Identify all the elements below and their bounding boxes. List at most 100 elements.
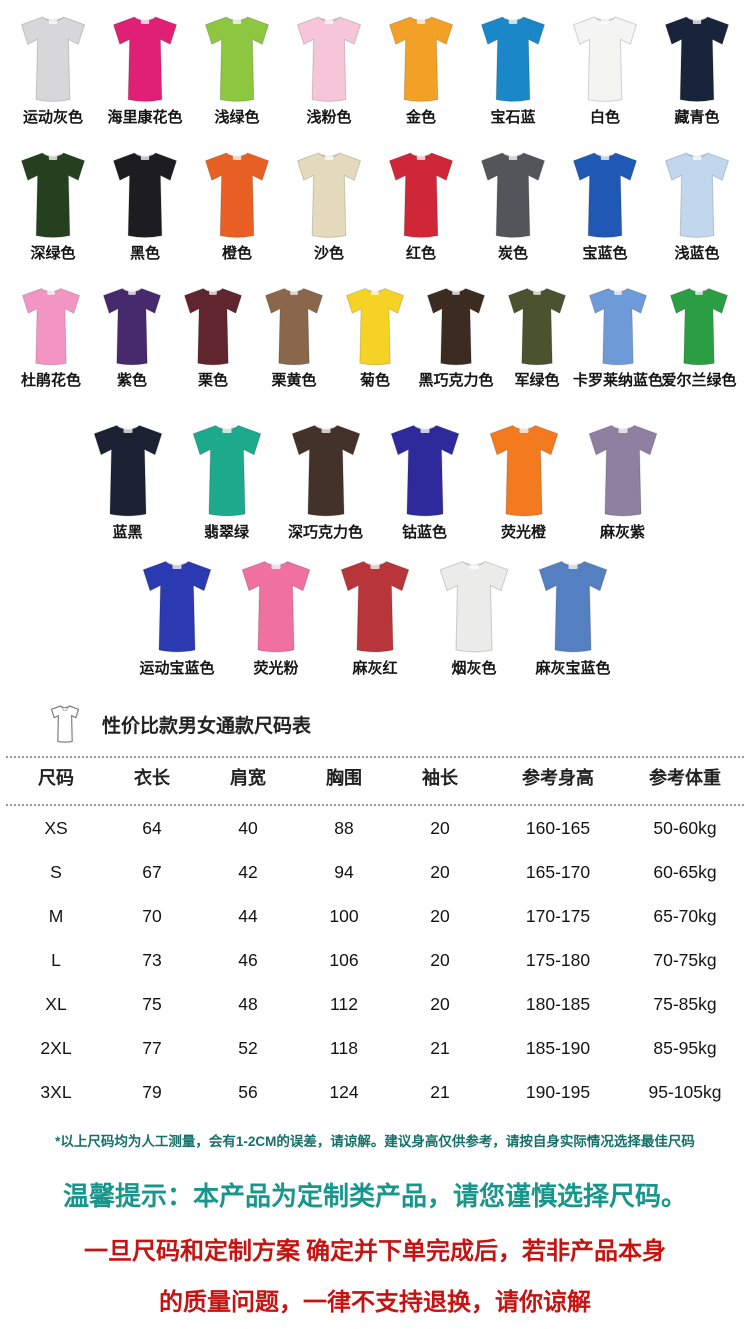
shirt-color-label: 栗色 [197, 372, 228, 389]
shirt-swatch: 金色 [375, 10, 467, 127]
size-table-cell: 88 [334, 817, 354, 838]
shirt-color-label: 运动灰色 [22, 109, 83, 126]
shirt-row: 杜鹃花色 紫色 栗色 栗黄色 菊色 黑巧克力色 军绿色 卡罗莱纳蓝色 爱尔兰绿色 [0, 282, 750, 418]
size-table-row: L 73 46 106 20 175-180 70-75kg [8, 938, 750, 982]
size-table-cell: 67 [142, 861, 162, 882]
size-table-cell: 185-190 [525, 1037, 591, 1058]
size-table-row: 2XL 77 52 118 21 185-190 85-95kg [8, 1026, 750, 1070]
shirt-swatch: 宝石蓝 [467, 10, 559, 127]
shirt-color-label: 栗黄色 [271, 372, 317, 389]
size-table-cell: 42 [238, 861, 258, 882]
tshirt-icon [21, 287, 81, 366]
size-table-cell: 106 [329, 949, 359, 970]
shirt-color-label: 荧光橙 [500, 524, 546, 541]
shirt-color-label: 卡罗莱纳蓝色 [573, 372, 664, 389]
tshirt-icon [102, 287, 162, 366]
size-table-cell: 85-95kg [653, 1037, 717, 1058]
shirt-swatch: 烟灰色 [425, 554, 524, 678]
size-table-cell: 56 [238, 1081, 258, 1102]
size-table-cell: 94 [334, 861, 354, 882]
shirt-swatch: 爱尔兰绿色 [659, 282, 740, 390]
shirt-row: 蓝黑 翡翠绿 深巧克力色 钴蓝色 荧光橙 麻灰紫 [0, 418, 750, 554]
shirt-swatch: 杜鹃花色 [11, 282, 92, 390]
shirt-swatch: 深巧克力色 [276, 418, 375, 542]
shirt-color-label: 爱尔兰绿色 [661, 372, 737, 389]
size-table-cell: 118 [330, 1037, 358, 1058]
size-table-cell: 20 [430, 905, 450, 926]
size-table-cell: 180-185 [525, 993, 591, 1014]
shirt-swatch: 藏青色 [651, 10, 743, 127]
size-chart-title: 性价比款男女通款尺码表 [102, 715, 312, 737]
size-table-row: XL 75 48 112 20 180-185 75-85kg [8, 982, 750, 1026]
size-chart-title-row: 性价比款男女通款尺码表 [0, 700, 750, 748]
shirt-color-label: 紫色 [116, 372, 147, 389]
size-table-header: 尺码 衣长 肩宽 胸围 袖长 参考身高 参考体重 [8, 758, 750, 796]
shirt-swatch: 浅绿色 [191, 10, 283, 127]
size-table-row: S 67 42 94 20 165-170 60-65kg [8, 850, 750, 894]
dotted-divider-bottom [6, 804, 744, 806]
size-column-header: 肩宽 [230, 768, 266, 788]
tshirt-icon [291, 424, 360, 517]
size-table-cell: 46 [238, 949, 258, 970]
tshirt-icon [204, 152, 270, 238]
shirt-swatch: 黑色 [99, 146, 191, 263]
shirt-swatch: 深绿色 [7, 146, 99, 263]
size-table-row: 3XL 79 56 124 21 190-195 95-105kg [8, 1070, 750, 1114]
shirt-swatch: 白色 [559, 10, 651, 127]
size-table-cell: 48 [238, 993, 258, 1014]
size-table-cell: 44 [238, 905, 258, 926]
size-table-cell: 77 [142, 1037, 162, 1058]
tshirt-icon [572, 152, 638, 238]
size-table-row: M 70 44 100 20 170-175 65-70kg [8, 894, 750, 938]
size-column-header: 袖长 [422, 768, 458, 788]
tshirt-icon [345, 287, 405, 366]
shirt-swatch: 橙色 [191, 146, 283, 263]
shirt-color-label: 黑色 [129, 245, 160, 262]
shirt-swatch: 翡翠绿 [177, 418, 276, 542]
tshirt-icon [664, 152, 730, 238]
shirt-color-label: 浅绿色 [214, 109, 260, 126]
shirt-row: 运动宝蓝色 荧光粉 麻灰红 烟灰色 麻灰宝蓝色 [0, 554, 750, 690]
shirt-swatch: 荧光橙 [474, 418, 573, 542]
tshirt-icon [390, 424, 459, 517]
shirt-color-label: 运动宝蓝色 [139, 660, 215, 677]
size-table-cell: 75 [142, 993, 162, 1014]
tshirt-icon [142, 560, 212, 653]
shirt-color-label: 钴蓝色 [401, 524, 447, 541]
size-table-body: XS 64 40 88 20 160-165 50-60kg S 67 42 94 20 165-170… [0, 806, 750, 1114]
size-table-cell: 100 [329, 905, 359, 926]
shirt-swatch: 炭色 [467, 146, 559, 263]
shirt-color-label: 藏青色 [674, 109, 720, 126]
size-table-row: XS 64 40 88 20 160-165 50-60kg [8, 806, 750, 850]
tshirt-icon [388, 16, 454, 102]
tshirt-icon [538, 560, 608, 653]
shirt-swatch: 栗黄色 [254, 282, 335, 390]
size-column-header: 衣长 [134, 768, 170, 788]
dotted-divider-top [6, 756, 744, 758]
size-table-cell: 65-70kg [653, 905, 717, 926]
shirt-swatch: 钴蓝色 [375, 418, 474, 542]
tshirt-icon [192, 424, 261, 517]
tshirt-icon [664, 16, 730, 102]
size-table-cell: 2XL [40, 1037, 72, 1058]
shirt-color-label: 麻灰宝蓝色 [535, 660, 611, 677]
tshirt-icon [112, 152, 178, 238]
size-table-cell: 64 [142, 817, 162, 838]
shirt-swatch: 菊色 [335, 282, 416, 390]
size-table-cell: 70-75kg [653, 949, 717, 970]
shirt-swatch: 沙色 [283, 146, 375, 263]
size-column-header: 参考体重 [649, 768, 721, 788]
size-table-cell: 165-170 [525, 861, 591, 882]
shirt-swatch: 麻灰红 [326, 554, 425, 678]
shirt-swatch: 军绿色 [497, 282, 578, 390]
tshirt-icon [507, 287, 567, 366]
size-table-cell: M [48, 905, 64, 926]
shirt-swatch: 宝蓝色 [559, 146, 651, 263]
size-table-cell: 170-175 [525, 905, 591, 926]
no-return-warning-line1: 一旦尺码和定制方案 确定并下单完成后，若非产品本身 [84, 1239, 666, 1265]
tshirt-icon [489, 424, 558, 517]
shirt-color-label: 浅粉色 [306, 109, 352, 126]
tshirt-icon [439, 560, 509, 653]
tshirt-icon [241, 560, 311, 653]
shirt-color-label: 烟灰色 [451, 660, 497, 677]
